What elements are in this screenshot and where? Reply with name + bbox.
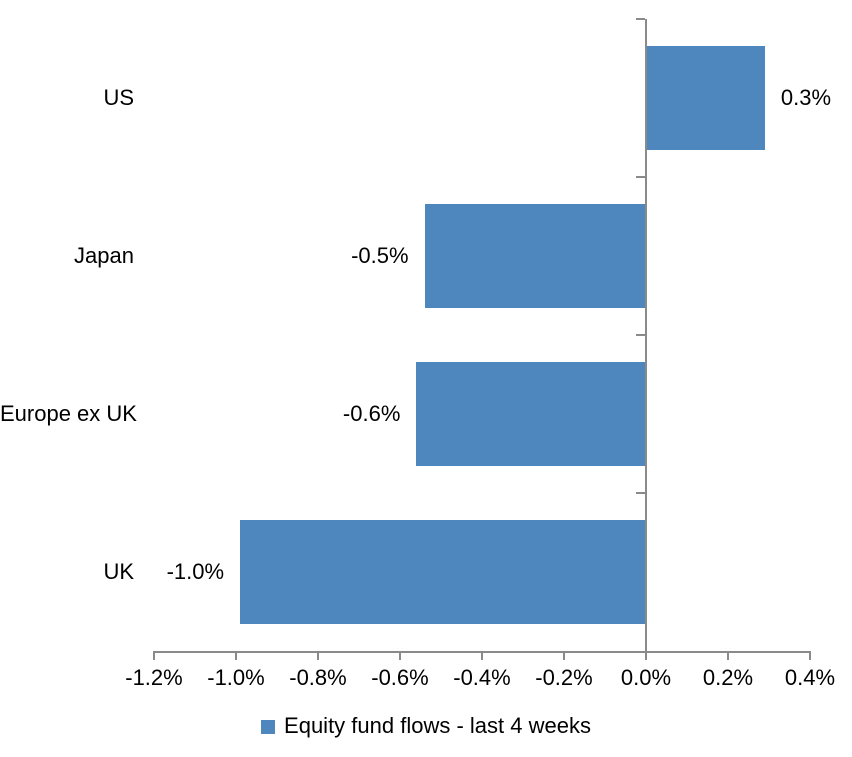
x-tick-label: 0.4%	[784, 665, 836, 690]
bar	[646, 46, 765, 150]
category-axis-tick	[636, 18, 645, 20]
x-tick-label: 0.0%	[620, 665, 672, 690]
x-tick-label: -0.8%	[289, 665, 347, 690]
x-axis-tick	[481, 651, 483, 660]
category-label: Japan	[74, 243, 134, 268]
category-axis-tick	[636, 492, 645, 494]
legend: Equity fund flows - last 4 weeks	[0, 712, 852, 740]
category-label: Europe ex UK	[0, 401, 137, 426]
x-axis-tick	[317, 651, 319, 660]
zero-axis-line	[645, 19, 647, 651]
bar	[416, 362, 646, 466]
x-tick-label: -0.4%	[453, 665, 511, 690]
bar	[240, 520, 646, 624]
x-axis-tick	[645, 651, 647, 660]
x-axis-tick	[563, 651, 565, 660]
x-tick-label: -1.2%	[125, 665, 183, 690]
data-label: -0.6%	[342, 401, 401, 426]
x-tick-label: -0.6%	[371, 665, 429, 690]
legend-swatch-icon	[261, 720, 276, 734]
x-axis-tick	[235, 651, 237, 660]
x-axis-tick	[153, 651, 155, 660]
data-label: -0.5%	[351, 243, 409, 268]
x-axis-tick	[399, 651, 401, 660]
legend-label: Equity fund flows - last 4 weeks	[284, 713, 591, 738]
category-axis-tick	[636, 334, 645, 336]
x-tick-label: -0.2%	[535, 665, 593, 690]
category-label: UK	[103, 559, 134, 584]
x-axis-tick	[727, 651, 729, 660]
x-tick-label: 0.2%	[702, 665, 754, 690]
x-tick-label: -1.0%	[207, 665, 265, 690]
data-label: 0.3%	[780, 85, 832, 110]
category-axis-tick	[636, 176, 645, 178]
data-label: -1.0%	[166, 559, 225, 584]
category-label: US	[103, 85, 134, 110]
bar	[424, 204, 646, 308]
x-axis-tick	[809, 651, 811, 660]
